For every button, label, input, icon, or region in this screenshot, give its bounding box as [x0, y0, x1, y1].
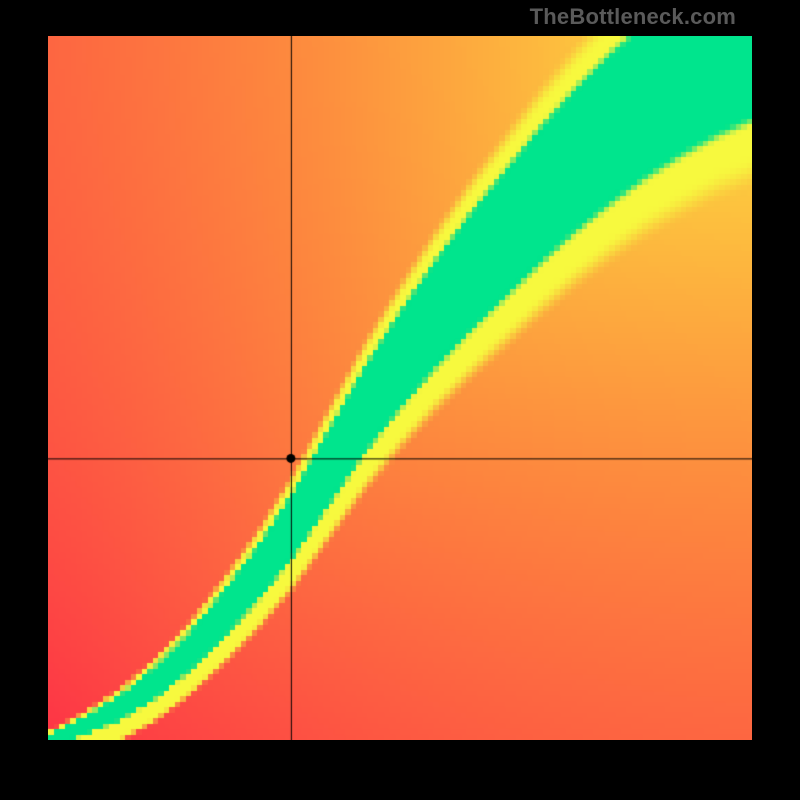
watermark-text: TheBottleneck.com	[530, 4, 736, 30]
bottleneck-heatmap	[48, 36, 752, 740]
